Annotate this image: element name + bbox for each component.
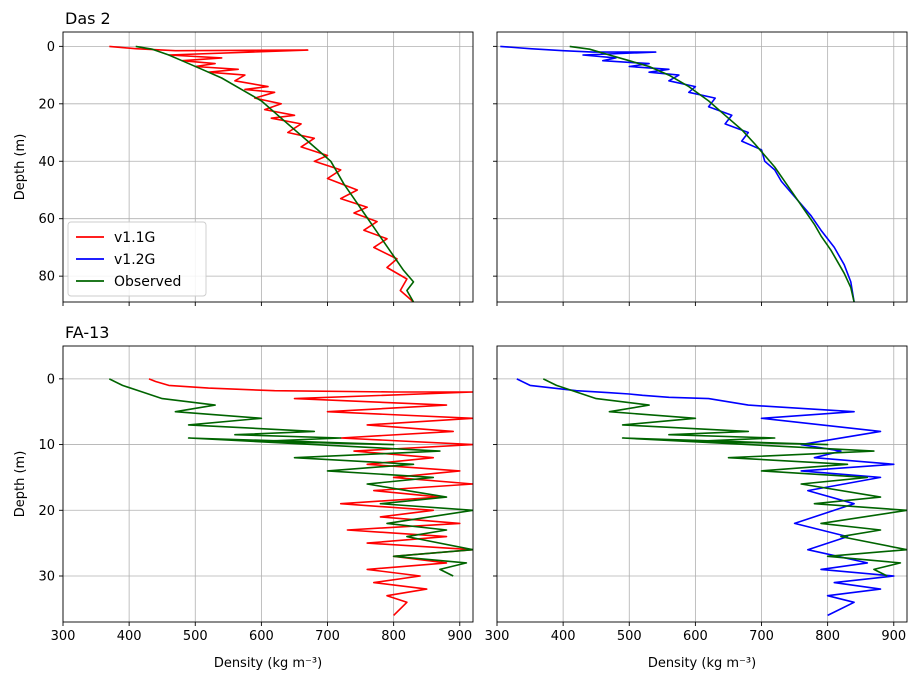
axes-frame — [496, 31, 908, 303]
x-tick-label: 400 — [117, 629, 142, 644]
y-tick-label: 80 — [38, 270, 55, 285]
series-line-observed — [108, 378, 473, 577]
panel-3: 300 400 500 600 700 800 900 0 10 20 30 FA-13 Depth (… — [13, 323, 474, 671]
x-tick-label: 800 — [815, 629, 840, 644]
x-tick-label: 700 — [315, 629, 340, 644]
panel-title: Das 2 — [65, 9, 111, 28]
x-tick-label: 600 — [249, 629, 274, 644]
series-group — [108, 378, 473, 616]
series-group — [500, 45, 855, 302]
y-tick-label: 10 — [38, 438, 55, 453]
x-axis-label: Density (kg m⁻³) — [648, 656, 756, 671]
axes-frame — [62, 345, 474, 623]
series-line-v1-1g — [109, 45, 415, 302]
y-axis-label: Depth (m) — [13, 134, 28, 201]
legend-box — [67, 221, 207, 297]
legend-label: v1.1G — [114, 230, 155, 246]
y-tick-label: 20 — [38, 97, 55, 112]
series-line-v1-2g — [516, 378, 895, 617]
y-tick-label: 60 — [38, 212, 55, 227]
series-line-observed — [569, 45, 855, 302]
x-tick-label: 300 — [485, 629, 510, 644]
panel-1: 0 20 40 60 80 Das 2 Depth (m) v1.1G v1.2G Observe… — [13, 9, 474, 306]
series-group — [516, 378, 907, 617]
x-tick-label: 300 — [51, 629, 76, 644]
legend-label: Observed — [114, 274, 181, 290]
panel-4: 300 400 500 600 700 800 900 Density (kg m⁻³) — [485, 345, 908, 671]
series-line-observed — [542, 378, 907, 577]
y-tick-label: 20 — [38, 504, 55, 519]
series-line-v1-2g — [500, 45, 855, 302]
legend-label: v1.2G — [114, 252, 155, 268]
x-axis-label: Density (kg m⁻³) — [214, 656, 322, 671]
legend: v1.1G v1.2G Observed — [67, 221, 207, 297]
y-tick-label: 0 — [47, 372, 55, 387]
y-tick-label: 0 — [47, 40, 55, 55]
x-tick-label: 900 — [447, 629, 472, 644]
x-tick-label: 500 — [183, 629, 208, 644]
series-group — [109, 45, 415, 302]
y-axis-label: Depth (m) — [13, 451, 28, 518]
y-tick-label: 30 — [38, 570, 55, 585]
x-tick-label: 800 — [381, 629, 406, 644]
panel-2 — [493, 31, 908, 306]
x-tick-label: 700 — [749, 629, 774, 644]
y-tick-label: 40 — [38, 155, 55, 170]
axes-frame — [62, 31, 474, 303]
x-tick-label: 600 — [683, 629, 708, 644]
x-tick-label: 900 — [881, 629, 906, 644]
axes-frame — [496, 345, 908, 623]
x-tick-label: 400 — [551, 629, 576, 644]
series-line-observed — [135, 45, 415, 302]
x-tick-label: 500 — [617, 629, 642, 644]
series-line-v1-1g — [148, 378, 473, 616]
panel-title: FA-13 — [65, 323, 109, 342]
